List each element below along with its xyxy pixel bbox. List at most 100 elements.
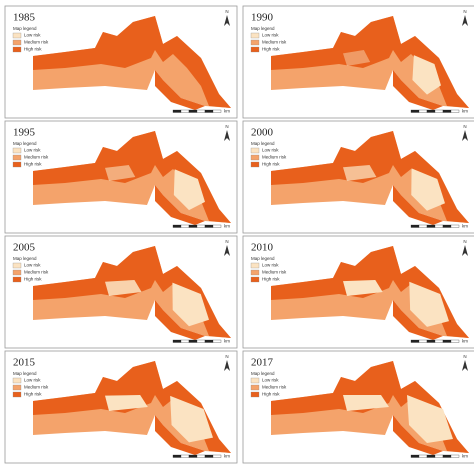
scale-bar [410, 339, 420, 343]
north-label: N [463, 124, 466, 129]
legend-label: Low risk [24, 263, 41, 268]
scale-bar [180, 339, 190, 343]
scale-bar [172, 454, 182, 458]
scale-bar [172, 109, 182, 113]
scale-bar [212, 224, 222, 228]
legend-swatch [12, 262, 22, 269]
panel-year: 2005 [13, 242, 36, 254]
high-risk-area [155, 70, 205, 110]
legend-label: Medium risk [24, 385, 49, 390]
legend-title: Map legend [13, 371, 37, 376]
legend-label: Medium risk [262, 155, 287, 160]
north-label: N [463, 239, 466, 244]
scale-bar [212, 339, 222, 343]
legend-label: Medium risk [262, 270, 287, 275]
scale-bar [426, 224, 436, 228]
scale-bar [418, 454, 428, 458]
low-risk-area [411, 168, 445, 211]
scale-bar [212, 109, 222, 113]
scale-bar [204, 339, 214, 343]
north-label: N [225, 124, 228, 129]
legend-swatch [250, 276, 260, 283]
scale-bar [426, 109, 436, 113]
scale-unit: km [224, 109, 230, 114]
north-arrow [462, 15, 468, 26]
high-risk-area [155, 300, 205, 340]
scale-bar [442, 224, 452, 228]
scale-unit: km [462, 224, 468, 229]
panel-year: 2015 [13, 357, 36, 369]
scale-bar [212, 454, 222, 458]
legend-swatch [250, 154, 260, 161]
scale-bar [418, 339, 428, 343]
low-risk-area [412, 55, 441, 95]
legend-title: Map legend [251, 256, 275, 261]
low-risk-area [343, 280, 383, 296]
legend-swatch [250, 391, 260, 398]
low-risk-area [105, 280, 142, 296]
scale-bar [442, 454, 452, 458]
legend-swatch [12, 39, 22, 46]
legend-label: High risk [262, 162, 280, 167]
scale-unit: km [224, 339, 230, 344]
legend-title: Map legend [251, 26, 275, 31]
legend-swatch [250, 269, 260, 276]
legend-swatch [12, 269, 22, 276]
legend-title: Map legend [251, 141, 275, 146]
legend-label: High risk [262, 392, 280, 397]
scale-bar [196, 224, 206, 228]
legend-swatch [12, 147, 22, 154]
north-arrow [462, 245, 468, 256]
map-panel: 2005 Map legend Low risk Medium risk High ri… [4, 235, 238, 349]
scale-bar [426, 339, 436, 343]
north-arrow [224, 245, 230, 256]
legend-label: High risk [24, 277, 42, 282]
legend-label: Medium risk [24, 40, 49, 45]
low-risk-area [105, 165, 136, 181]
map-panel: 2010 Map legend Low risk Medium risk High ri… [242, 235, 474, 349]
low-risk-area [343, 395, 389, 411]
map-panel: 2015 Map legend Low risk Medium risk High ri… [4, 350, 238, 464]
low-risk-area [172, 282, 209, 327]
scale-bar [410, 224, 420, 228]
high-risk-area [33, 16, 231, 108]
legend-label: Medium risk [24, 155, 49, 160]
scale-unit: km [462, 339, 468, 344]
legend-swatch [12, 32, 22, 39]
legend-swatch [12, 384, 22, 391]
legend-label: Low risk [262, 33, 279, 38]
high-risk-area [393, 415, 443, 455]
scale-bar [188, 224, 198, 228]
north-arrow [224, 130, 230, 141]
map-panel: 1990 Map legend Low risk Medium risk High ri… [242, 5, 474, 119]
high-risk-area [155, 415, 205, 455]
north-label: N [225, 9, 228, 14]
legend-label: Low risk [24, 148, 41, 153]
scale-bar [204, 454, 214, 458]
legend-label: High risk [24, 47, 42, 52]
panel-year: 2010 [251, 242, 274, 254]
scale-bar [410, 454, 420, 458]
low-risk-area [343, 165, 377, 181]
high-risk-area [393, 70, 443, 110]
scale-bar [434, 224, 444, 228]
north-arrow [462, 360, 468, 371]
scale-bar [172, 339, 182, 343]
low-risk-area [173, 169, 205, 211]
legend-swatch [12, 377, 22, 384]
scale-unit: km [224, 454, 230, 459]
legend-label: Medium risk [24, 270, 49, 275]
panel-year: 1990 [251, 12, 274, 24]
scale-bar [450, 454, 460, 458]
scale-bar [180, 454, 190, 458]
scale-bar [450, 224, 460, 228]
legend-swatch [250, 32, 260, 39]
scale-bar [450, 339, 460, 343]
legend-swatch [12, 161, 22, 168]
legend-swatch [12, 154, 22, 161]
low-risk-area [343, 50, 371, 66]
legend-swatch [250, 384, 260, 391]
scale-bar [418, 224, 428, 228]
scale-bar [434, 454, 444, 458]
